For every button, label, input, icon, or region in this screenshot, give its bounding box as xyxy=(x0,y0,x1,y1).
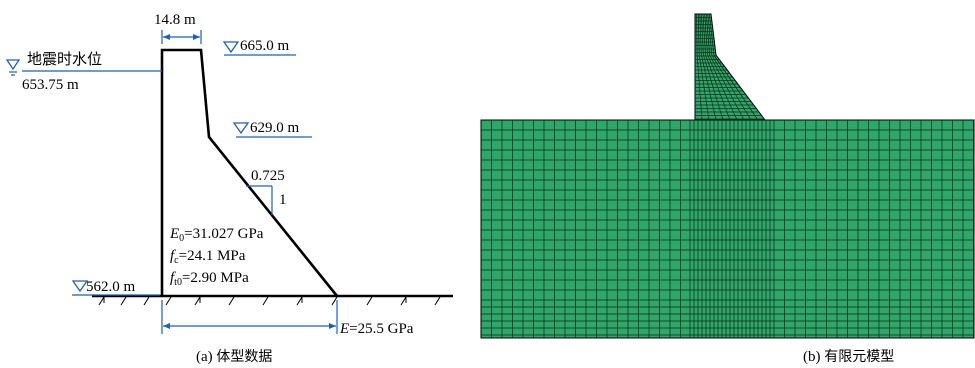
slope-vertical-label: 1 xyxy=(279,192,287,208)
ground-hatching xyxy=(98,296,441,306)
base-elevation-marker: 562.0 m xyxy=(71,279,160,296)
water-level-title: 地震时水位 xyxy=(27,50,102,68)
crest-elevation-label: 665.0 m xyxy=(240,38,290,54)
elastic-modulus-dam: E0=31.027 GPa xyxy=(169,226,264,244)
break-elevation-marker: 629.0 m xyxy=(232,120,312,138)
slope-indicator: 0.725 1 xyxy=(246,168,287,215)
foundation-mesh xyxy=(480,119,975,339)
top-width-dimension: 14.8 m xyxy=(154,12,202,44)
water-level-elevation: 653.75 m xyxy=(22,77,79,93)
break-elevation-label: 629.0 m xyxy=(250,120,300,136)
base-elevation-label: 562.0 m xyxy=(86,279,136,295)
top-width-label: 14.8 m xyxy=(154,12,196,28)
material-properties: E0=31.027 GPa fc=24.1 MPa ft0=2.90 MPa xyxy=(169,226,264,288)
fe-mesh-panel: (b) 有限元模型 xyxy=(480,13,975,365)
mesh-lines xyxy=(481,13,974,338)
crest-elevation-marker: 665.0 m xyxy=(222,38,296,56)
foundation-modulus: E=25.5 GPa xyxy=(339,321,414,337)
caption-b: (b) 有限元模型 xyxy=(803,349,894,365)
base-width-dimension xyxy=(161,300,338,334)
caption-a: (a) 体型数据 xyxy=(196,349,272,365)
water-level-marker: 地震时水位 653.75 m xyxy=(5,50,162,93)
compressive-strength: fc=24.1 MPa xyxy=(170,248,246,266)
dam-outline xyxy=(160,48,339,297)
tensile-strength: ft0=2.90 MPa xyxy=(170,270,249,288)
dam-geometry-panel: 14.8 m 665.0 m 地震时水位 653.75 m 629.0 m xyxy=(5,12,453,365)
slope-horizontal-label: 0.725 xyxy=(251,168,285,184)
